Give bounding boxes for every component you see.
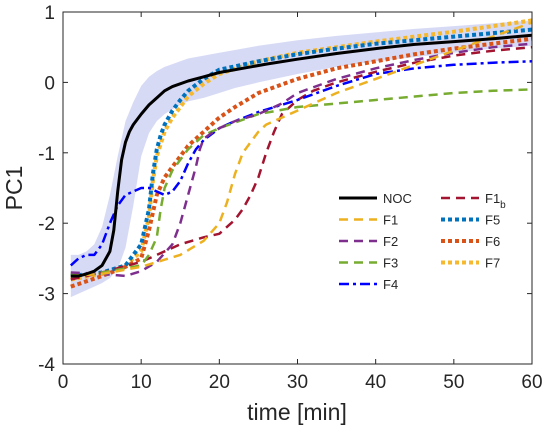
y-axis-title: PC1 <box>1 166 27 211</box>
y-tick-label: -1 <box>38 144 55 165</box>
series-line-f6 <box>70 36 532 289</box>
series-line-f4 <box>69 60 532 267</box>
series-line-f5 <box>70 27 532 278</box>
legend-label: F5 <box>485 213 500 228</box>
axis-ticks: 0 10 20 30 40 50 60 -4 -3 -2 -1 0 1 <box>38 3 542 393</box>
legend-label: F2 <box>383 234 398 249</box>
legend-label: F3 <box>383 256 398 271</box>
series-line-f1-b <box>70 45 532 281</box>
y-tick-label: 0 <box>44 73 55 94</box>
series-line-noc <box>70 33 532 278</box>
x-tick-label: 60 <box>521 372 542 393</box>
legend-label: NOC <box>383 191 412 206</box>
x-tick-label: 10 <box>131 372 152 393</box>
y-tick-label: -3 <box>38 285 55 306</box>
series-line-f2 <box>70 42 532 278</box>
x-tick-label: 20 <box>209 372 230 393</box>
y-tick-label: -2 <box>38 214 55 235</box>
legend-label: F7 <box>485 256 500 271</box>
series-lines <box>69 18 532 289</box>
legend-label: F1 <box>383 213 398 228</box>
x-tick-label: 30 <box>287 372 308 393</box>
x-tick-label: 40 <box>365 372 386 393</box>
x-tick-label: 0 <box>58 372 69 393</box>
legend-label: F4 <box>383 277 398 292</box>
x-axis-title: time [min] <box>247 399 347 425</box>
noc-confidence-band <box>70 20 532 298</box>
y-tick-label: -4 <box>38 355 55 376</box>
legend-label: F6 <box>485 234 500 249</box>
noc-band-area <box>70 20 532 298</box>
y-tick-label: 1 <box>44 3 55 24</box>
x-tick-label: 50 <box>443 372 464 393</box>
series-line-f1 <box>70 21 532 278</box>
